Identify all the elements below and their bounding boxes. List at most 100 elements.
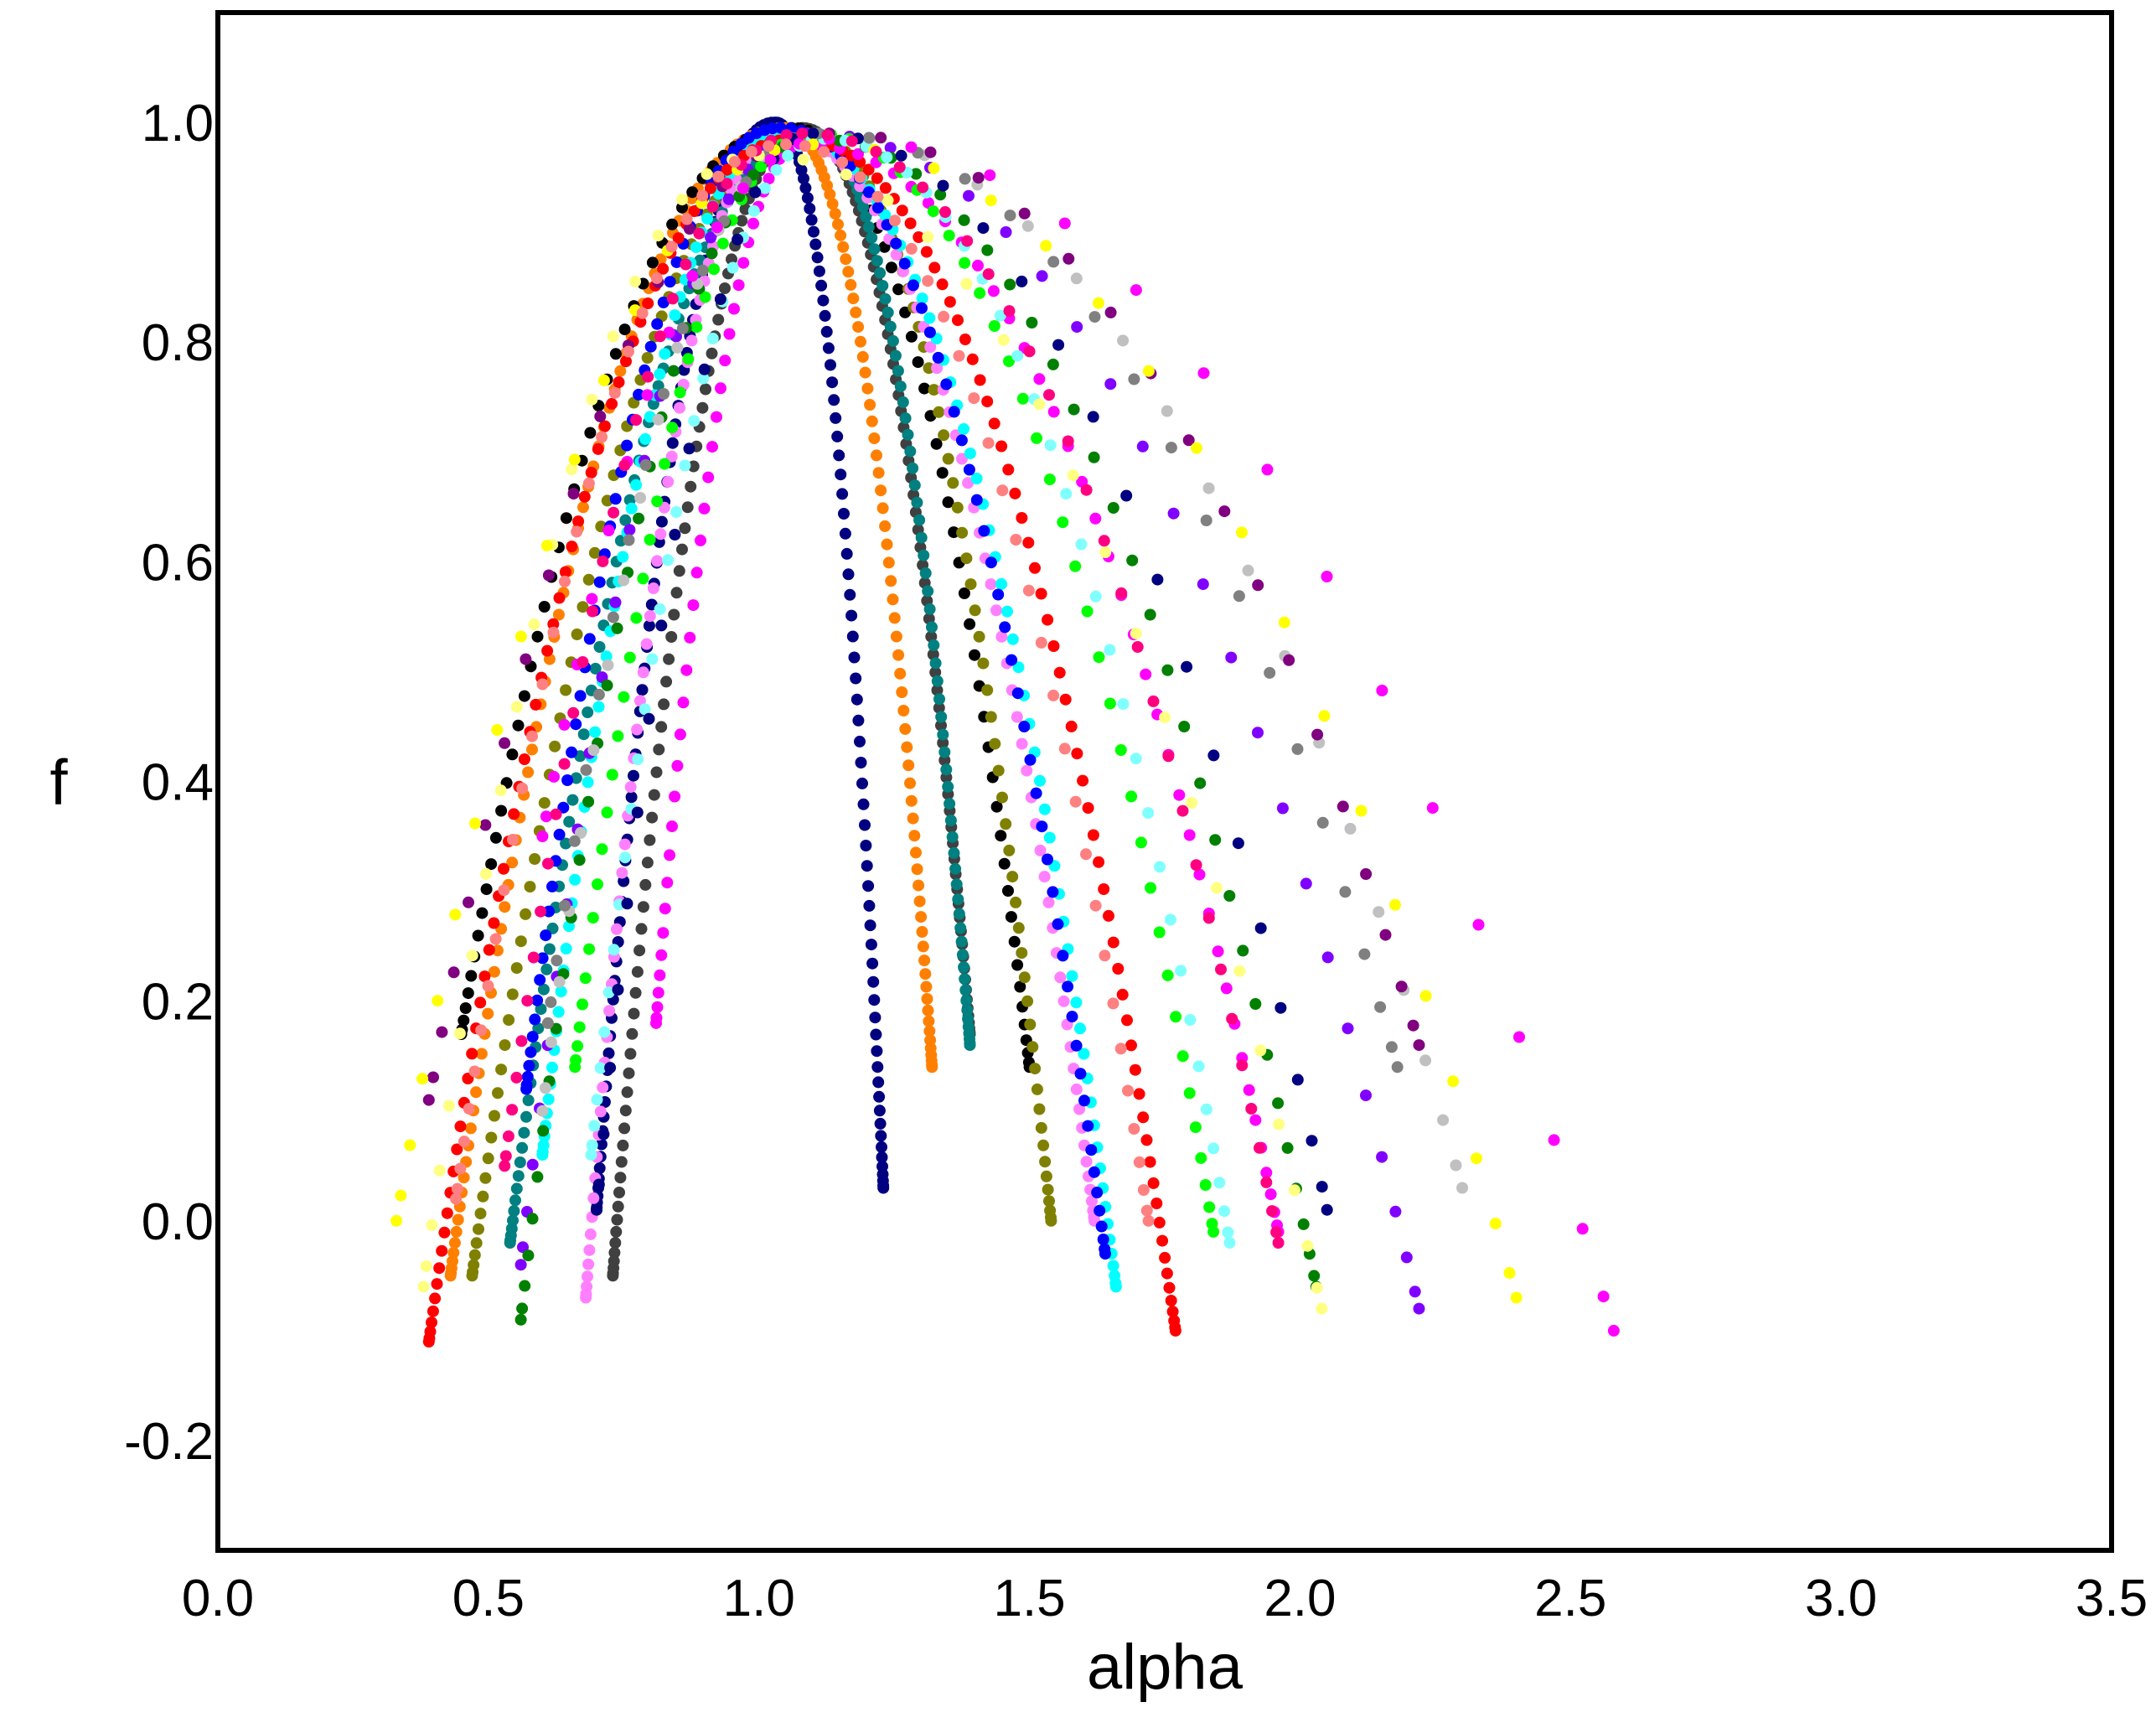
data-point — [882, 556, 895, 569]
data-point — [1034, 844, 1047, 856]
data-point — [1011, 687, 1024, 700]
data-point — [647, 582, 659, 594]
data-point — [494, 784, 507, 797]
data-point — [937, 179, 949, 192]
data-point — [633, 388, 645, 401]
data-point — [1264, 1188, 1277, 1201]
data-point — [449, 908, 462, 921]
data-point — [488, 917, 500, 929]
data-point — [602, 659, 614, 671]
data-point — [1033, 373, 1046, 385]
data-point — [704, 182, 716, 194]
data-point — [1207, 749, 1220, 762]
data-point — [617, 551, 629, 563]
data-point — [687, 460, 700, 473]
data-point — [515, 1035, 528, 1048]
data-point — [438, 1226, 451, 1239]
data-point — [882, 194, 894, 207]
data-point — [1472, 918, 1485, 931]
data-point — [831, 430, 844, 442]
data-point — [1133, 1088, 1145, 1100]
data-point — [1043, 831, 1056, 844]
data-point — [1220, 982, 1233, 995]
data-point — [1043, 473, 1056, 486]
data-point — [1029, 561, 1041, 574]
data-point — [571, 525, 583, 538]
data-point — [491, 944, 504, 957]
data-point — [663, 653, 675, 665]
data-point — [892, 283, 905, 296]
data-point — [583, 633, 596, 645]
data-point — [1385, 1041, 1398, 1053]
data-point — [698, 502, 711, 515]
data-point — [537, 1125, 550, 1137]
data-point — [1419, 1054, 1432, 1067]
data-point — [1272, 1237, 1285, 1249]
data-point — [922, 230, 934, 243]
data-point — [985, 194, 997, 207]
data-point — [977, 222, 990, 235]
data-point — [961, 1004, 974, 1017]
data-point — [427, 1071, 439, 1084]
data-point — [1211, 882, 1223, 894]
data-point — [1047, 406, 1060, 418]
data-point — [706, 200, 719, 213]
data-point — [942, 496, 954, 509]
data-point — [1243, 1084, 1255, 1096]
data-point — [1252, 727, 1264, 739]
data-point — [1142, 1214, 1155, 1227]
data-point — [536, 1105, 549, 1117]
data-point — [451, 1182, 463, 1195]
data-point — [592, 688, 605, 701]
data-point — [1014, 980, 1026, 993]
data-point — [832, 218, 844, 230]
data-point — [922, 1004, 934, 1017]
data-point — [708, 263, 720, 276]
data-point — [448, 1237, 461, 1249]
data-point — [468, 1065, 481, 1078]
data-point — [782, 149, 794, 162]
data-point — [614, 365, 627, 377]
data-point — [1001, 605, 1013, 618]
data-point — [918, 549, 930, 561]
y-tick-label: 0.2 — [142, 974, 214, 1032]
data-point — [1053, 666, 1066, 679]
data-point — [1162, 750, 1175, 763]
data-point — [1018, 207, 1031, 220]
data-point — [1409, 1286, 1421, 1298]
data-point — [923, 362, 935, 375]
data-point — [458, 1136, 470, 1148]
data-point — [928, 162, 940, 174]
data-point — [804, 202, 816, 215]
data-point — [664, 276, 676, 288]
data-point — [441, 1207, 453, 1219]
data-point — [1024, 753, 1037, 766]
data-point — [1153, 1216, 1166, 1229]
data-point — [1161, 664, 1174, 676]
data-point — [1062, 980, 1074, 993]
data-point — [1065, 720, 1078, 732]
data-point — [1114, 1042, 1127, 1055]
data-point — [846, 630, 859, 643]
data-point — [924, 341, 937, 354]
data-point — [659, 458, 671, 470]
data-point — [1242, 564, 1254, 577]
data-point — [613, 376, 625, 389]
data-point — [705, 231, 717, 244]
data-point — [626, 1027, 639, 1040]
data-point — [1166, 1306, 1179, 1318]
data-point — [507, 834, 519, 846]
x-tick-label: 0.5 — [452, 1570, 525, 1627]
data-point — [939, 206, 951, 218]
data-point — [657, 262, 670, 275]
data-point — [1037, 1139, 1050, 1151]
data-point — [927, 205, 939, 218]
data-point — [651, 1001, 664, 1013]
data-point — [855, 757, 867, 768]
data-point — [540, 810, 552, 823]
data-point — [680, 664, 693, 676]
data-point — [574, 690, 587, 702]
data-point — [657, 927, 670, 939]
data-point — [548, 770, 560, 783]
data-point — [985, 578, 997, 591]
